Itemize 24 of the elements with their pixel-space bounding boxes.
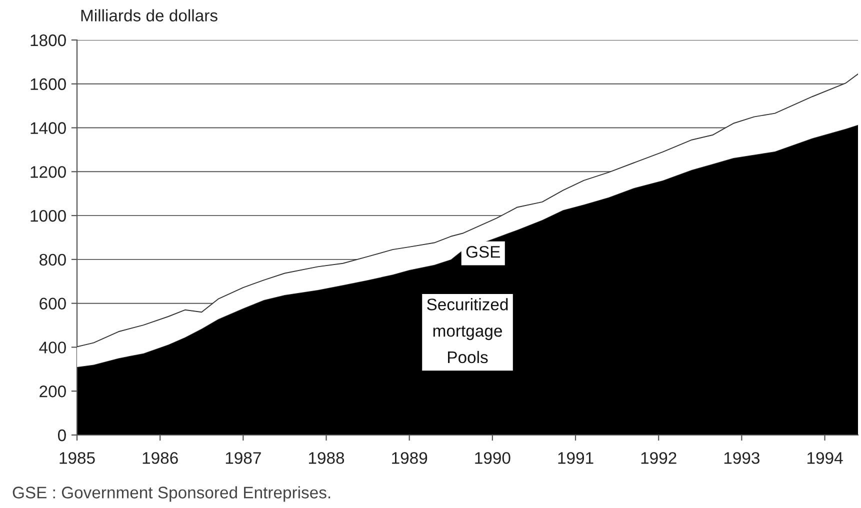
y-axis-title: Milliards de dollars (81, 9, 218, 22)
y-tick-label: 1000 (30, 210, 66, 222)
y-tick-label: 600 (40, 298, 66, 310)
series-label: GSE (466, 246, 500, 258)
y-tick-label: 200 (40, 386, 66, 398)
x-tick-label: 1991 (558, 452, 594, 464)
x-tick-label: 1990 (475, 452, 510, 464)
y-tick-label: 1800 (30, 34, 66, 46)
series-label: Securitized mortgage Pools (427, 298, 508, 364)
x-tick-label: 1985 (60, 452, 95, 464)
x-tick-label: 1992 (641, 452, 676, 464)
y-tick-label: 800 (40, 254, 66, 266)
x-tick-label: 1986 (142, 452, 178, 464)
x-tick-label: 1994 (808, 452, 843, 464)
y-tick-label: 400 (39, 342, 66, 354)
x-tick-label: 1989 (392, 452, 428, 464)
x-tick-label: 1988 (308, 452, 344, 464)
y-tick-label: 1600 (30, 78, 66, 90)
y-tick-label: 0 (58, 429, 66, 442)
text: GSE : Government Sponsored Entreprises. (12, 486, 330, 502)
x-tick-label: 1987 (226, 452, 261, 464)
y-tick-label: 1400 (30, 122, 66, 134)
y-tick-label: 1200 (30, 166, 66, 178)
x-tick-label: 1993 (724, 452, 760, 464)
